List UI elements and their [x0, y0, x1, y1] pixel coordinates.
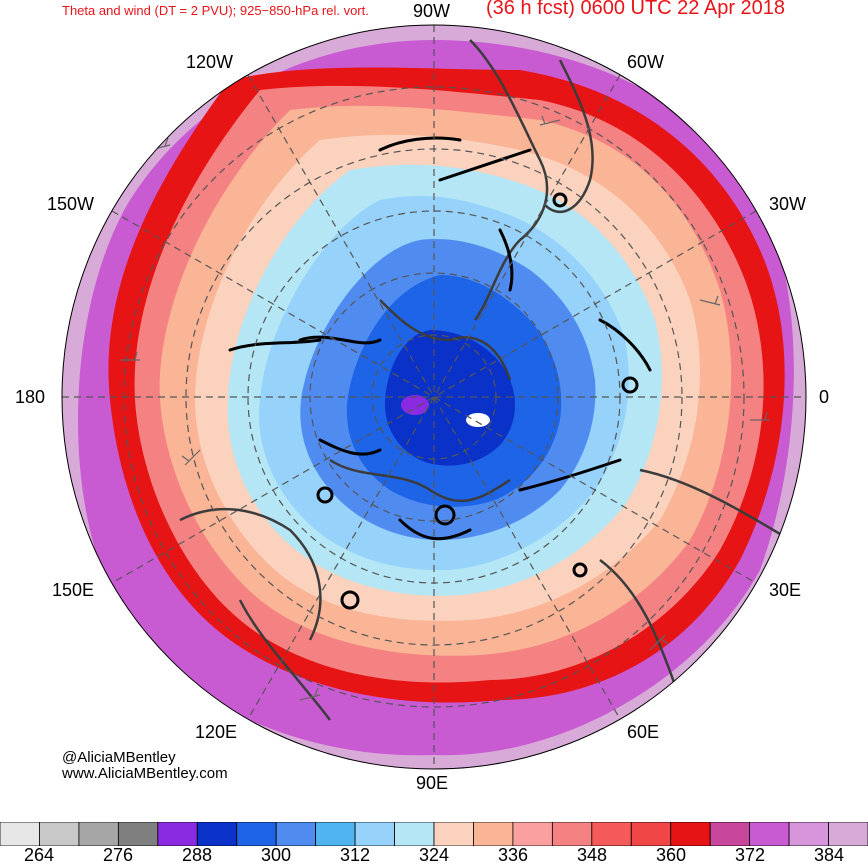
colorbar-swatch [315, 822, 356, 846]
colorbar-swatch [512, 822, 553, 846]
colorbar-swatch [670, 822, 711, 846]
colorbar-swatch [473, 822, 514, 846]
colorbar-label: 264 [23, 845, 55, 865]
colorbar-swatch [236, 822, 277, 846]
colorbar-swatch [551, 822, 593, 846]
colorbar-label: 384 [813, 845, 845, 865]
colorbar-label: 324 [418, 845, 450, 865]
colorbar-swatch [394, 822, 435, 846]
lon-label-150w: 150W [47, 194, 95, 214]
colorbar-swatch [0, 822, 40, 846]
colorbar-swatch [196, 822, 238, 846]
colorbar-swatch [591, 822, 632, 846]
lon-label-120e: 120E [195, 722, 238, 742]
white-patch [466, 413, 490, 427]
colorbar-swatch [749, 822, 790, 846]
credit-website: www.AliciaMBentley.com [62, 765, 228, 782]
colorbar-label: 360 [655, 845, 687, 865]
colorbar-label: 288 [181, 845, 213, 865]
colorbar-label: 276 [102, 845, 134, 865]
colorbar-swatch [828, 822, 868, 846]
title-left: Theta and wind (DT = 2 PVU); 925−850-hPa… [62, 3, 369, 18]
lon-label-90e: 90E [416, 773, 449, 793]
coastlines [179, 39, 791, 721]
lon-label-120w: 120W [186, 52, 234, 72]
polar-map [61, 24, 807, 770]
colorbar-swatch [788, 822, 829, 846]
vorticity-contours [228, 136, 652, 610]
colorbar-label: 300 [260, 845, 292, 865]
lat-lon-grid [62, 25, 806, 769]
colorbar-swatch [630, 822, 672, 846]
colorbar-swatch [433, 822, 474, 846]
colorbar-swatch [39, 822, 80, 846]
colorbar-label: 312 [339, 845, 371, 865]
lon-label-0: 0 [819, 387, 830, 407]
colorbar [0, 822, 868, 846]
colorbar-label: 348 [576, 845, 608, 865]
colorbar-label: 336 [497, 845, 529, 865]
colorbar-swatch [709, 822, 751, 846]
credit-handle: @AliciaMBentley [62, 749, 176, 766]
pole-minimum [401, 395, 429, 415]
lon-label-150e: 150E [52, 580, 95, 600]
wind-barbs [120, 115, 770, 701]
lon-label-90w: 90W [413, 1, 451, 21]
colorbar-swatch [78, 822, 119, 846]
colorbar-swatch [354, 822, 395, 846]
lon-label-60w: 60W [627, 52, 665, 72]
lon-label-30e: 30E [769, 580, 802, 600]
lon-label-180: 180 [15, 387, 46, 407]
colorbar-swatch [117, 822, 159, 846]
colorbar-swatch [275, 822, 317, 846]
core-theta-region [385, 330, 516, 466]
colorbar-label: 372 [734, 845, 766, 865]
lon-label-60e: 60E [627, 722, 660, 742]
title-right: (36 h fcst) 0600 UTC 22 Apr 2018 [486, 0, 786, 19]
colorbar-swatch [157, 822, 198, 846]
map-border [61, 24, 807, 770]
lon-label-30w: 30W [769, 194, 807, 214]
